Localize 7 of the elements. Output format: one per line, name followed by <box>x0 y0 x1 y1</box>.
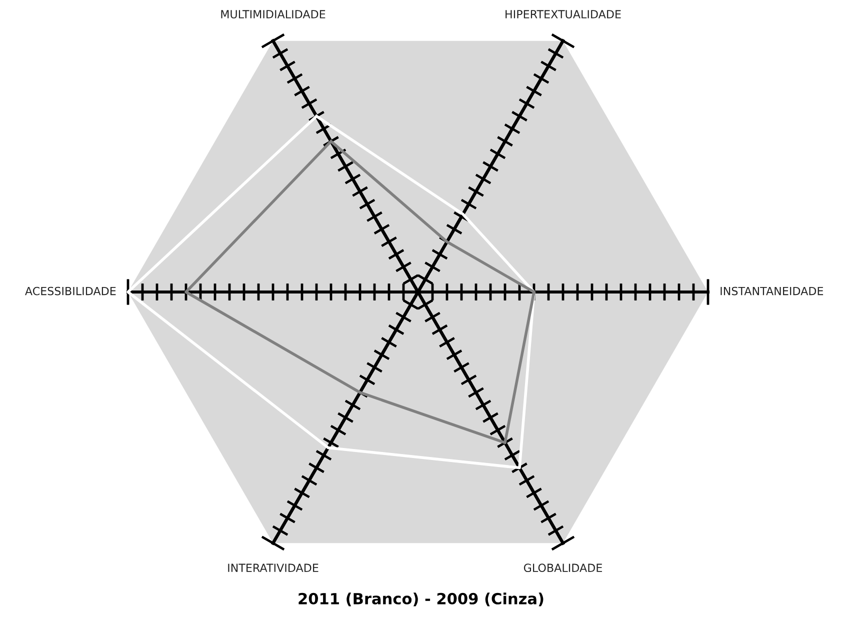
text: 2011 (Branco) - 2009 (Cinza) <box>298 592 544 606</box>
spoke-label: HIPERTEXTUALIDADE <box>506 10 621 18</box>
spoke-label: INTERATIVIDADE <box>228 564 318 572</box>
spoke-label: INSTANTANEIDADE <box>720 286 824 296</box>
spoke-label: GLOBALIDADE <box>524 564 602 572</box>
spoke-label: MULTIMIDIALIDADE <box>221 10 326 18</box>
spoke-label: ACESSIBILIDADE <box>25 286 116 296</box>
